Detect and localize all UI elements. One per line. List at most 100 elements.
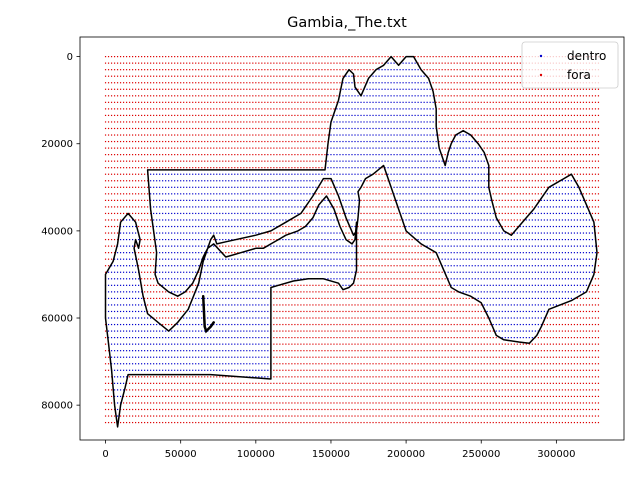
point-dentro xyxy=(255,297,257,300)
point-dentro xyxy=(486,186,488,188)
point-dentro xyxy=(119,304,122,306)
point-dentro xyxy=(537,304,539,306)
point-dentro xyxy=(204,199,206,201)
point-dentro xyxy=(429,219,431,221)
point-dentro xyxy=(519,225,521,228)
point-dentro xyxy=(168,271,170,273)
point-dentro xyxy=(549,225,551,228)
point-dentro xyxy=(207,219,209,221)
point-dentro xyxy=(588,265,591,267)
point-dentro xyxy=(558,258,560,260)
point-dentro xyxy=(354,193,356,195)
point-dentro xyxy=(423,101,425,103)
point-fora xyxy=(570,101,572,103)
point-dentro xyxy=(546,245,548,247)
point-dentro xyxy=(294,173,296,175)
point-dentro xyxy=(477,193,479,195)
point-dentro xyxy=(333,278,335,280)
point-fora xyxy=(147,121,149,123)
point-dentro xyxy=(168,225,170,228)
point-dentro xyxy=(177,186,179,188)
point-dentro xyxy=(372,88,374,90)
point-dentro xyxy=(297,173,299,175)
point-dentro xyxy=(261,284,263,286)
point-dentro xyxy=(561,225,563,228)
point-dentro xyxy=(354,173,356,175)
point-dentro xyxy=(168,219,170,221)
point-dentro xyxy=(534,317,536,319)
point-dentro xyxy=(375,75,377,77)
point-fora xyxy=(267,121,269,123)
point-dentro xyxy=(342,167,344,169)
point-dentro xyxy=(348,219,350,221)
point-fora xyxy=(135,121,137,123)
point-dentro xyxy=(546,258,548,260)
point-fora xyxy=(477,88,479,90)
point-dentro xyxy=(513,271,515,273)
point-fora xyxy=(213,95,215,97)
point-fora xyxy=(107,95,110,97)
point-dentro xyxy=(279,219,281,221)
point-fora xyxy=(213,62,215,64)
point-fora xyxy=(345,69,347,71)
point-dentro xyxy=(237,206,239,208)
point-dentro xyxy=(426,101,428,103)
point-dentro xyxy=(249,323,251,326)
point-dentro xyxy=(177,369,179,371)
point-fora xyxy=(204,62,206,64)
point-dentro xyxy=(219,350,221,352)
point-fora xyxy=(243,88,245,90)
point-fora xyxy=(444,88,446,90)
point-dentro xyxy=(474,206,476,208)
point-dentro xyxy=(156,219,158,221)
point-dentro xyxy=(119,245,122,247)
point-dentro xyxy=(288,278,290,280)
point-dentro xyxy=(342,134,344,136)
point-dentro xyxy=(318,225,320,228)
point-dentro xyxy=(195,186,197,188)
point-dentro xyxy=(186,330,188,332)
point-dentro xyxy=(465,134,467,136)
point-dentro xyxy=(213,317,215,319)
point-fora xyxy=(336,69,338,71)
point-fora xyxy=(282,101,284,103)
point-fora xyxy=(300,95,302,97)
point-fora xyxy=(471,62,473,64)
point-dentro xyxy=(579,206,582,208)
point-dentro xyxy=(537,225,539,228)
point-fora xyxy=(110,56,113,58)
point-fora xyxy=(231,121,233,123)
point-dentro xyxy=(159,343,161,345)
point-dentro xyxy=(174,206,176,208)
point-dentro xyxy=(210,271,212,273)
point-fora xyxy=(270,62,272,64)
point-dentro xyxy=(465,140,467,143)
point-fora xyxy=(324,101,326,103)
point-dentro xyxy=(405,219,407,221)
point-dentro xyxy=(552,304,554,306)
point-dentro xyxy=(471,265,473,267)
point-dentro xyxy=(270,186,272,188)
point-dentro xyxy=(177,350,179,352)
point-dentro xyxy=(110,356,113,358)
point-dentro xyxy=(261,350,263,352)
point-fora xyxy=(519,56,521,58)
point-dentro xyxy=(135,310,137,313)
point-dentro xyxy=(513,265,515,267)
point-fora xyxy=(122,95,125,97)
point-fora xyxy=(234,56,236,58)
point-fora xyxy=(270,114,272,117)
point-dentro xyxy=(162,238,164,241)
point-dentro xyxy=(543,265,545,267)
point-dentro xyxy=(384,147,386,149)
point-dentro xyxy=(125,297,128,300)
point-fora xyxy=(246,121,248,123)
point-dentro xyxy=(192,212,194,215)
point-dentro xyxy=(588,271,591,273)
point-dentro xyxy=(246,350,248,352)
point-fora xyxy=(141,121,143,123)
point-dentro xyxy=(363,127,365,130)
point-fora xyxy=(168,82,170,84)
point-dentro xyxy=(113,265,116,267)
point-dentro xyxy=(378,95,380,97)
